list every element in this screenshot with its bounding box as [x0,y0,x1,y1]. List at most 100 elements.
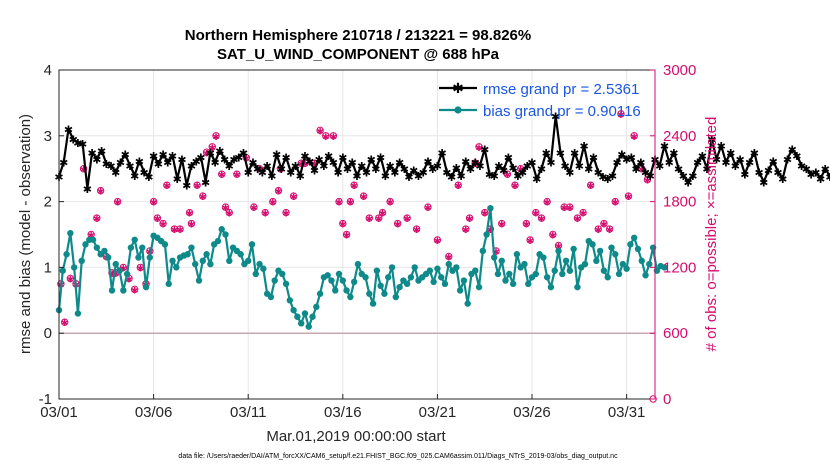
obs-assimilated-point: ✱ [523,221,531,231]
obs-possible-point [462,225,470,233]
rmse-point: ✱ [745,157,754,170]
rmse-point: ✱ [821,163,830,176]
rmse-point: ✱ [561,160,570,173]
rmse-point: ✱ [438,147,447,160]
obs-assimilated-point: ✱ [445,253,453,263]
rmse-point: ✱ [376,151,385,164]
obs-possible-point [600,219,608,228]
obs-possible-point [149,197,158,206]
rmse-point: ✱ [778,173,787,186]
rmse-point: ✱ [106,160,115,173]
obs-possible-point [212,132,220,140]
rmse-point: ✱ [546,157,555,170]
bias-point [634,245,642,253]
rmse-point: ✱ [168,150,177,163]
bias-point [161,241,169,248]
y-left-tick-label-0: -1 [39,391,52,408]
obs-assimilated-point: ✱ [403,215,411,225]
obs-assimilated-point: ✱ [208,144,216,154]
rmse-point: ✱ [177,153,186,166]
rmse-point: ✱ [409,165,418,178]
rmse-point: ✱ [764,165,773,178]
bias-point [521,260,528,268]
rmse-point: ✱ [551,111,560,124]
rmse-point: ✱ [239,147,248,160]
rmse-point: ✱ [343,163,352,176]
obs-assimilated-point: ✱ [492,248,500,258]
bias-point [385,274,392,281]
bias-point [104,254,112,261]
rmse-point: ✱ [281,151,290,164]
bias-point [532,270,539,278]
obs-assimilated-point: ✱ [97,188,105,198]
bias-point [339,277,347,284]
obs-possible-point [611,197,619,206]
obs-assimilated-point: ✱ [261,210,269,220]
x-tick-label-3: 03/16 [324,404,362,421]
obs-assimilated-point: ✱ [347,199,355,209]
bias-point [279,270,286,278]
bias-point [169,257,176,265]
rmse-point: ✱ [442,166,451,179]
rmse-point: ✱ [721,157,730,170]
obs-possible-point [375,214,383,222]
bias-point [139,244,146,251]
bias-point [411,264,418,271]
rmse-point: ✱ [461,155,470,168]
rmse-point: ✱ [674,163,683,176]
rmse-point: ✱ [102,158,111,171]
obs-possible-point [393,219,402,228]
bias-point [222,231,229,238]
obs-assimilated-point: ✱ [487,226,495,236]
obs-assimilated-point: ✱ [282,210,290,220]
rmse-point: ✱ [480,143,489,156]
rmse-point: ✱ [646,170,655,183]
y-axis-left: -1 0 1 2 3 4 [39,62,64,408]
bias-point [430,278,437,286]
legend: ✱ rmse grand pr = 2.5361 bias grand pr =… [439,81,641,120]
rmse-point: ✱ [234,151,243,164]
obs-possible-point [498,219,506,228]
obs-assimilated-point: ✱ [277,166,285,176]
obs-assimilated-point: ✱ [80,166,88,176]
rmse-point: ✱ [608,170,617,183]
bias-point [286,297,294,304]
obs-assimilated-point: ✱ [350,182,358,192]
obs-possible-point [630,132,638,140]
obs-assimilated-point: ✱ [475,144,483,154]
rmse-point: ✱ [570,147,579,160]
obs-assimilated-point: ✱ [137,264,145,274]
bias-point [78,257,85,265]
obs-assimilated-point: ✱ [275,188,283,198]
obs-possible-point [269,197,277,206]
rmse-point: ✱ [537,163,546,176]
obs-possible-point [586,181,595,189]
bias-point [313,303,320,311]
rmse-point: ✱ [300,150,309,163]
obs-assimilated-point: ✱ [297,160,305,170]
rmse-point: ✱ [419,166,428,179]
obs-assimilated-point: ✱ [343,232,351,242]
bias-point [403,280,411,288]
bias-point [551,267,558,274]
rmse-point: ✱ [381,170,390,183]
bias-point [192,260,199,268]
bias-point [184,251,191,258]
obs-possible-point [335,197,343,206]
bias-point [441,280,449,288]
rmse-point: ✱ [504,151,513,164]
bias-point [237,251,244,258]
rmse-point: ✱ [352,170,361,183]
bias-point [513,251,521,258]
rmse-point: ✱ [348,157,357,170]
bias-point [173,264,180,271]
rmse-point: ✱ [414,170,423,183]
obs-assimilated-point: ✱ [625,193,633,203]
x-tick-label-2: 03/11 [230,404,266,421]
obs-assimilated-point: ✱ [290,193,298,203]
obs-possible-point [289,192,298,200]
obs-possible-point [218,170,226,178]
bias-point [604,274,611,281]
y-right-tick-label-3: 1800 [663,194,696,211]
obs-assimilated-point: ✱ [566,204,574,214]
